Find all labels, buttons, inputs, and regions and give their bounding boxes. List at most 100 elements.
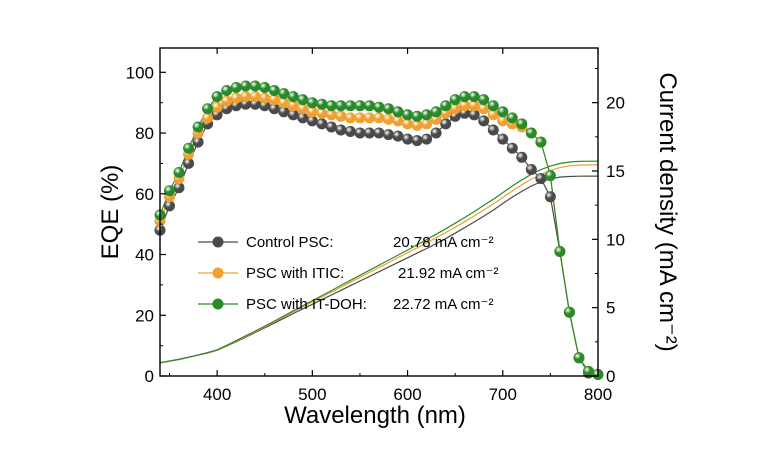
x-axis-title: Wavelength (nm) <box>284 402 466 429</box>
eqe-curves <box>154 80 604 380</box>
eqe-point-itdoh <box>573 352 585 364</box>
y2-tick-label: 15 <box>606 162 625 181</box>
eqe-point-itdoh <box>202 103 214 115</box>
eqe-point-itdoh <box>297 94 309 106</box>
eqe-point-control <box>316 118 328 130</box>
eqe-point-itdoh <box>211 91 223 103</box>
eqe-point-control <box>440 118 452 130</box>
eqe-point-itdoh <box>563 306 575 318</box>
y2-tick-label: 0 <box>606 367 615 386</box>
eqe-point-control <box>335 124 347 136</box>
eqe-point-itic <box>373 112 385 124</box>
x-tick-label: 500 <box>298 385 326 404</box>
eqe-point-itdoh <box>535 136 547 148</box>
eqe-point-control <box>354 127 366 139</box>
legend-label-itdoh: PSC with IT-DOH: <box>246 296 367 313</box>
eqe-point-control <box>392 130 404 142</box>
eqe-point-itdoh <box>325 100 337 112</box>
y2-tick-label: 5 <box>606 299 615 318</box>
eqe-point-control <box>363 127 375 139</box>
x-tick-label: 400 <box>203 385 231 404</box>
eqe-point-control <box>487 124 499 136</box>
legend-marker-control <box>212 236 224 248</box>
eqe-point-itdoh <box>582 365 594 377</box>
eqe-point-control <box>430 127 442 139</box>
y2-axis-title: Current density (mA cm⁻²) <box>654 72 681 351</box>
eqe-point-control <box>325 121 337 133</box>
x-tick-label: 800 <box>584 385 612 404</box>
y-axis-title: EQE (%) <box>97 165 124 260</box>
eqe-point-itdoh <box>554 246 566 258</box>
eqe-point-control <box>478 115 490 127</box>
eqe-point-itdoh <box>240 80 252 92</box>
eqe-point-itic <box>382 113 394 125</box>
eqe-point-itdoh <box>221 85 233 97</box>
eqe-point-control <box>344 126 356 138</box>
eqe-point-itdoh <box>411 110 423 122</box>
y-tick-label: 100 <box>126 63 154 82</box>
eqe-point-itdoh <box>449 94 461 106</box>
eqe-point-itdoh <box>525 127 537 139</box>
eqe-point-itdoh <box>259 82 271 94</box>
eqe-point-itdoh <box>192 121 204 133</box>
eqe-point-itdoh <box>459 91 471 103</box>
eqe-point-itdoh <box>373 101 385 113</box>
eqe-point-control <box>411 135 423 147</box>
eqe-point-itdoh <box>402 109 414 121</box>
eqe-point-control <box>402 133 414 145</box>
eqe-point-itdoh <box>468 91 480 103</box>
eqe-point-itic <box>354 112 366 124</box>
legend-jsc-itdoh: 22.72 mA cm⁻² <box>393 296 493 313</box>
y-tick-label: 20 <box>135 306 154 325</box>
eqe-point-itdoh <box>506 112 518 124</box>
y-tick-label: 40 <box>135 246 154 265</box>
x-tick-label: 600 <box>393 385 421 404</box>
eqe-point-itic <box>335 110 347 122</box>
eqe-point-itdoh <box>344 100 356 112</box>
legend-marker-itdoh <box>212 298 224 310</box>
eqe-point-itdoh <box>478 94 490 106</box>
eqe-point-itdoh <box>363 100 375 112</box>
eqe-point-itdoh <box>487 100 499 112</box>
current-density-curves <box>159 160 598 364</box>
y-tick-label: 80 <box>135 124 154 143</box>
current-line-control <box>159 175 598 364</box>
eqe-point-itic <box>202 112 214 124</box>
eqe-point-itic <box>230 92 242 104</box>
legend-label-control: Control PSC: <box>246 234 334 251</box>
eqe-point-itdoh <box>230 82 242 94</box>
y2-tick-label: 20 <box>606 94 625 113</box>
legend-marker-itic <box>212 267 224 279</box>
eqe-point-itdoh <box>287 91 299 103</box>
eqe-point-control <box>516 151 528 163</box>
eqe-point-itdoh <box>164 185 176 197</box>
eqe-point-itdoh <box>392 106 404 118</box>
eqe-point-itdoh <box>306 97 318 109</box>
legend-jsc-itic: 21.92 mA cm⁻² <box>398 265 498 282</box>
eqe-point-itic <box>240 91 252 103</box>
legend-jsc-control: 20.78 mA cm⁻² <box>393 234 493 251</box>
legend: Control PSC: 20.78 mA cm⁻² PSC with ITIC… <box>198 234 498 313</box>
eqe-point-control <box>525 164 537 176</box>
eqe-point-itdoh <box>268 85 280 97</box>
eqe-point-itic <box>211 101 223 113</box>
eqe-point-itdoh <box>440 100 452 112</box>
eqe-point-itic <box>259 92 271 104</box>
y2-tick-label: 10 <box>606 230 625 249</box>
eqe-point-control <box>535 173 547 185</box>
eqe-point-control <box>421 133 433 145</box>
eqe-point-control <box>497 133 509 145</box>
eqe-point-itdoh <box>516 118 528 130</box>
eqe-point-itdoh <box>278 88 290 100</box>
legend-entry-control: Control PSC: 20.78 mA cm⁻² <box>198 234 493 251</box>
eqe-point-itdoh <box>183 142 195 154</box>
eqe-point-itdoh <box>354 100 366 112</box>
eqe-point-control <box>297 112 309 124</box>
legend-label-itic: PSC with ITIC: <box>246 265 344 282</box>
eqe-point-itic <box>363 112 375 124</box>
eqe-point-control <box>506 142 518 154</box>
eqe-point-itdoh <box>335 100 347 112</box>
y-tick-label: 60 <box>135 185 154 204</box>
